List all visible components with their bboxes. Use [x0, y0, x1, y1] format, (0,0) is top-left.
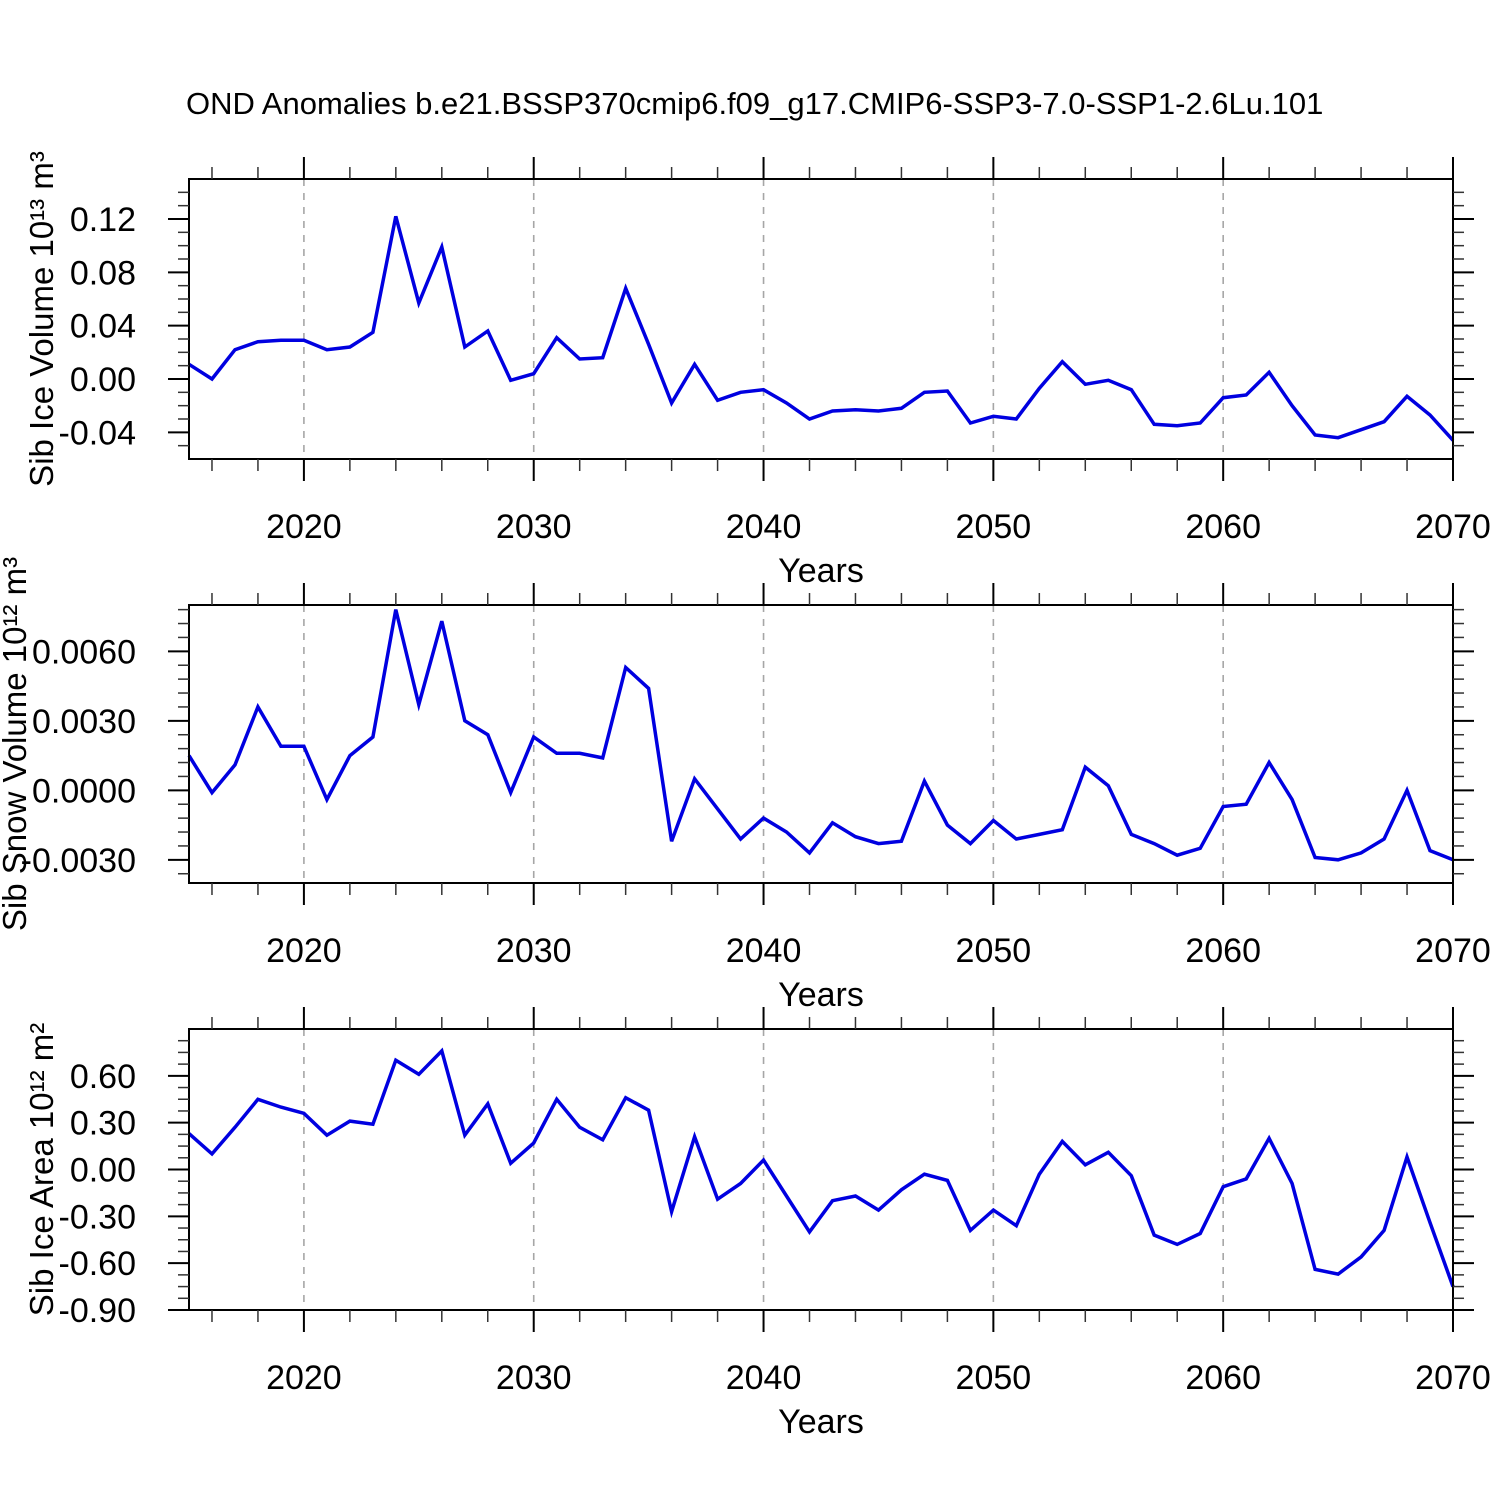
x-tick-label: 2030: [496, 1359, 572, 1397]
plot-frame: [188, 1028, 1454, 1311]
x-tick-label: 2020: [266, 508, 342, 546]
y-tick-label: 0.0060: [32, 633, 136, 671]
plot-frame: [188, 178, 1454, 460]
y-tick-label: -0.60: [59, 1245, 137, 1283]
y-tick-label: -0.0030: [21, 842, 136, 880]
y-tick-label: -0.30: [59, 1198, 137, 1236]
x-tick-label: 2030: [496, 932, 572, 970]
chart-panel-1: 2020 2030 2040 2050 2060 2070 0.12 0.08 0.04 0.00…: [23, 151, 1491, 590]
series-line: [188, 215, 1455, 442]
series-line: [187, 609, 1454, 862]
y-tick-label: -0.90: [59, 1292, 137, 1330]
y-tick-label: 0.12: [70, 201, 136, 239]
x-axis-title: Years: [778, 976, 864, 1014]
x-tick-label: 2030: [496, 508, 572, 546]
y-axis-title: Sib Ice Volume 10¹³ m³: [23, 151, 60, 487]
y-tick-label: 0.30: [70, 1105, 136, 1143]
x-tick-label: 2020: [266, 932, 342, 970]
x-tick-label: 2070: [1415, 1359, 1491, 1397]
y-tick-label: 0.0000: [32, 772, 136, 810]
x-tick-label: 2070: [1415, 932, 1491, 970]
plot-frame: [188, 604, 1454, 884]
y-tick-label: 0.04: [70, 308, 136, 346]
x-tick-label: 2070: [1415, 508, 1491, 546]
x-tick-label: 2040: [726, 508, 802, 546]
x-tick-label: 2050: [956, 932, 1032, 970]
y-tick-label: 0.08: [70, 254, 136, 292]
figure-title: OND Anomalies b.e21.BSSP370cmip6.f09_g17…: [186, 86, 1324, 121]
chart-panel-2: 2020 2030 2040 2050 2060 2070 0.0060 0.0030 0.00…: [0, 557, 1491, 1014]
series-line: [187, 1047, 1455, 1288]
y-tick-label: 0.00: [70, 361, 136, 399]
x-tick-label: 2060: [1185, 932, 1261, 970]
x-axis-title: Years: [778, 552, 864, 590]
y-axis-title: Sib Snow Volume 10¹² m³: [0, 557, 33, 931]
x-tick-label: 2040: [726, 1359, 802, 1397]
x-tick-label: 2040: [726, 932, 802, 970]
y-tick-label: 0.0030: [32, 703, 136, 741]
x-tick-label: 2020: [266, 1359, 342, 1397]
x-tick-label: 2060: [1185, 508, 1261, 546]
y-tick-label: 0.00: [70, 1152, 136, 1190]
chart-panel-3: 2020 2030 2040 2050 2060 2070 0.60 0.30 0.00 -0.3…: [23, 1007, 1491, 1441]
x-tick-label: 2060: [1185, 1359, 1261, 1397]
x-tick-label: 2050: [956, 1359, 1032, 1397]
y-tick-label: -0.04: [59, 414, 137, 452]
y-tick-label: 0.60: [70, 1058, 136, 1096]
x-axis-title: Years: [778, 1403, 864, 1441]
y-axis-title: Sib Ice Area 10¹² m²: [23, 1023, 60, 1316]
x-tick-label: 2050: [956, 508, 1032, 546]
